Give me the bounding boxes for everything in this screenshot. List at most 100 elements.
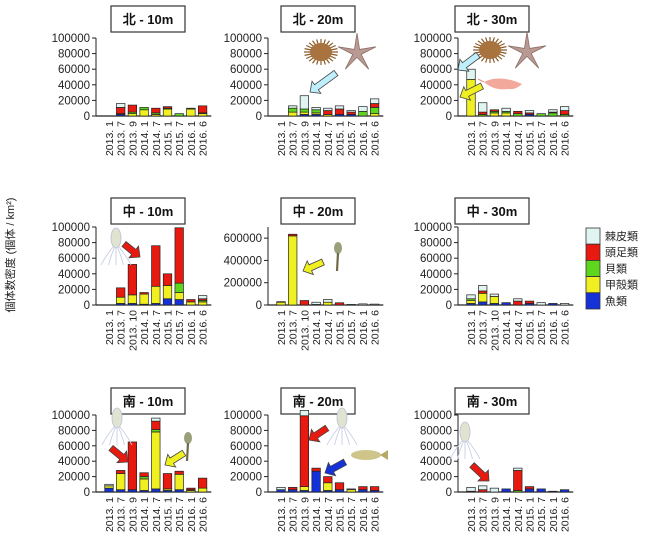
arrow-icon	[164, 449, 187, 468]
x-tick-label: 2016. 6	[370, 121, 382, 156]
panel-4: 中 - 10m 0 20000 40000 60000 80000 100000 2013. …	[52, 197, 212, 351]
bar-segment-棘皮類	[299, 95, 309, 110]
y-tick-label: 0	[446, 111, 452, 123]
x-tick-label: 2013. 7	[478, 121, 490, 156]
bar-segment-頭足類	[127, 104, 137, 113]
bar-segment-頭足類	[299, 300, 309, 306]
y-tick-label: 100000	[52, 410, 90, 422]
bar-segment-棘皮類	[513, 467, 523, 471]
bar-segment-魚類	[548, 303, 558, 306]
starfish-icon	[337, 32, 377, 70]
bar-segment-棘皮類	[358, 303, 368, 306]
x-tick-label: 2015. 7	[536, 310, 548, 345]
panel-title-box	[454, 387, 530, 415]
bar-segment-頭足類	[127, 441, 137, 491]
bar-segment-甲殻類	[299, 111, 309, 115]
bar-segment-頭足類	[559, 110, 570, 115]
bar-segment-棘皮類	[489, 487, 499, 493]
arrow-icon	[309, 69, 339, 94]
bar-segment-甲殻類	[139, 293, 149, 305]
panel-8: 南 - 20m 0 20000 40000 60000 80000 100000 2013. …	[224, 387, 384, 532]
bar-segment-棘皮類	[334, 105, 345, 110]
x-tick-label: 2016. 6	[560, 310, 572, 345]
bar-segment-魚類	[501, 488, 511, 493]
legend-label: 貝類	[605, 262, 627, 275]
bar-segment-貝類	[370, 107, 380, 115]
bar-segment-棘皮類	[489, 293, 499, 297]
panel-9: 南 - 30m 0 20000 40000 60000 80000 100000 2013. …	[414, 387, 574, 532]
bar-segment-甲殻類	[299, 486, 309, 491]
bar-segment-甲殻類	[370, 113, 380, 117]
bar-segment-頭足類	[299, 415, 309, 487]
y-tick-label: 80000	[58, 425, 90, 437]
y-tick-label: 600000	[224, 233, 262, 245]
shrimp-icon	[477, 78, 522, 90]
y-tick-label: 60000	[58, 253, 90, 265]
bar-segment-甲殻類	[276, 301, 286, 306]
bar-segment-頭足類	[370, 486, 380, 491]
bar-segment-甲殻類	[151, 285, 161, 304]
x-tick-label: 2014. 7	[151, 310, 163, 345]
bar-segment-棘皮類	[311, 301, 321, 305]
bar-segment-棘皮類	[478, 102, 488, 113]
x-tick-label: 2015. 7	[174, 121, 186, 156]
bar-segment-頭足類	[151, 245, 161, 287]
y-tick-label: 20000	[230, 95, 262, 107]
legend-swatch	[585, 276, 601, 294]
bar-segment-頭足類	[346, 111, 356, 115]
y-tick-label: 20000	[58, 284, 90, 296]
bar-segment-甲殻類	[478, 292, 488, 303]
x-tick-label: 2013. 7	[116, 310, 128, 345]
bar-segment-棘皮類	[524, 110, 535, 114]
bar-segment-棘皮類	[466, 487, 476, 492]
arrow-icon	[121, 240, 141, 259]
y-tick-label: 40000	[230, 80, 262, 92]
bar-segment-甲殻類	[288, 235, 298, 306]
x-tick-label: 2016. 6	[198, 121, 210, 156]
bar-segment-魚類	[162, 298, 173, 306]
x-tick-label: 2014. 7	[513, 310, 525, 345]
y-axis-label: 個体数密度 (個体 / km²)	[3, 198, 17, 313]
legend-label: 頭足類	[605, 246, 638, 259]
bar-segment-甲殻類	[489, 296, 499, 304]
x-tick-label: 2016. 1	[548, 121, 560, 156]
y-tick-label: 20000	[58, 95, 90, 107]
x-tick-label: 2013. 1	[104, 121, 116, 156]
bar-segment-頭足類	[370, 103, 380, 108]
y-tick-label: 80000	[58, 238, 90, 250]
bar-segment-頭足類	[524, 300, 535, 304]
bar-segment-甲殻類	[466, 299, 476, 304]
bar-segment-頭足類	[334, 302, 345, 306]
bar-segment-棘皮類	[548, 109, 558, 113]
y-tick-label: 20000	[230, 472, 262, 484]
legend-label: 甲殻類	[605, 278, 638, 292]
legend-swatch	[585, 243, 601, 261]
x-tick-label: 2013. 7	[288, 310, 300, 345]
legend-swatch	[585, 292, 601, 310]
x-tick-label: 2013. 9	[489, 121, 501, 156]
bar-segment-甲殻類	[139, 478, 149, 491]
bar-segment-頭足類	[358, 486, 368, 491]
arrow-icon	[108, 444, 129, 464]
bar-segment-頭足類	[513, 300, 523, 306]
bar-segment-貝類	[186, 107, 196, 110]
panel-5: 中 - 20m 0 200000 400000 600000 2013. 1 2013. 7…	[224, 197, 384, 351]
x-tick-label: 2013. 7	[288, 497, 300, 532]
x-tick-label: 2015. 7	[174, 497, 186, 532]
bar-segment-棘皮類	[116, 103, 126, 108]
bar-segment-甲殻類	[198, 113, 208, 117]
x-tick-label: 2014. 1	[311, 310, 323, 345]
bar-segment-頭足類	[524, 486, 535, 490]
bar-segment-頭足類	[139, 292, 149, 295]
x-tick-label: 2015. 1	[525, 310, 537, 345]
bar-segment-甲殻類	[116, 296, 126, 304]
legend-swatch	[585, 227, 601, 245]
bar-segment-頭足類	[174, 470, 184, 475]
bar-segment-棘皮類	[559, 303, 570, 306]
bar-segment-棘皮類	[358, 106, 368, 112]
bar-segment-棘皮類	[299, 410, 309, 417]
bar-segment-甲殻類	[288, 111, 298, 117]
bar-segment-頭足類	[116, 470, 126, 474]
bar-segment-魚類	[501, 302, 511, 306]
bar-segment-甲殻類	[116, 473, 126, 491]
